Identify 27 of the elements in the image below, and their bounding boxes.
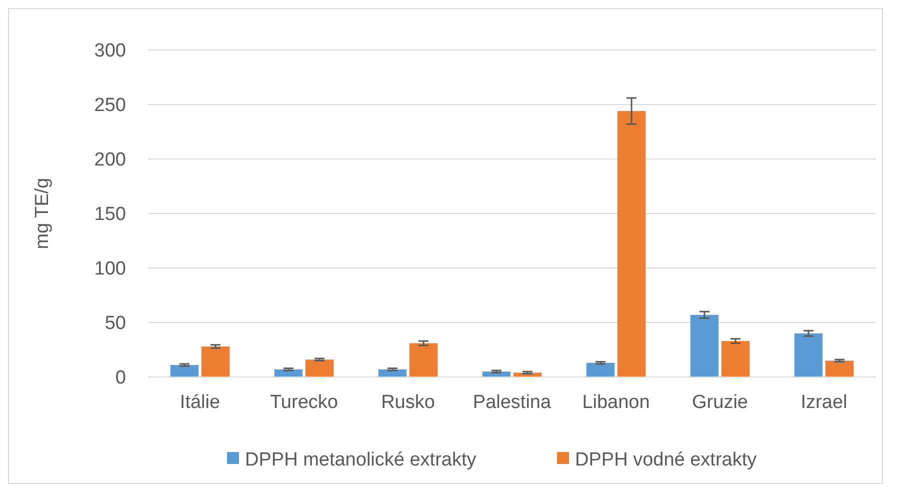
y-tick-label: 300: [94, 40, 126, 62]
bar: [721, 341, 750, 377]
bar: [586, 362, 615, 377]
legend-label: DPPH vodné extrakty: [575, 450, 758, 471]
y-tick-label: 0: [115, 368, 126, 389]
y-tick-label: 100: [94, 258, 126, 280]
bar: [617, 111, 646, 377]
y-tick-label: 200: [94, 150, 126, 171]
bar: [305, 360, 334, 377]
bar: [201, 346, 230, 377]
legend-label: DPPH metanolické extrakty: [245, 450, 477, 471]
x-tick-label: Itálie: [180, 392, 220, 413]
y-tick-label: 50: [104, 313, 126, 334]
y-tick-label: 250: [94, 95, 126, 116]
x-tick-label: Libanon: [582, 392, 650, 413]
y-tick-label: 150: [94, 204, 126, 226]
x-tick-label: Rusko: [381, 392, 435, 413]
x-tick-label: Gruzie: [692, 392, 748, 413]
x-tick-label: Izrael: [800, 392, 848, 413]
bar: [170, 365, 199, 377]
x-tick-label: Palestina: [472, 392, 552, 413]
bar: [690, 314, 719, 377]
bar: [825, 360, 854, 377]
y-axis-title: mg TE/g: [32, 178, 53, 250]
bar: [409, 343, 438, 377]
x-tick-label: Turecko: [270, 392, 338, 413]
bar: [794, 333, 823, 377]
